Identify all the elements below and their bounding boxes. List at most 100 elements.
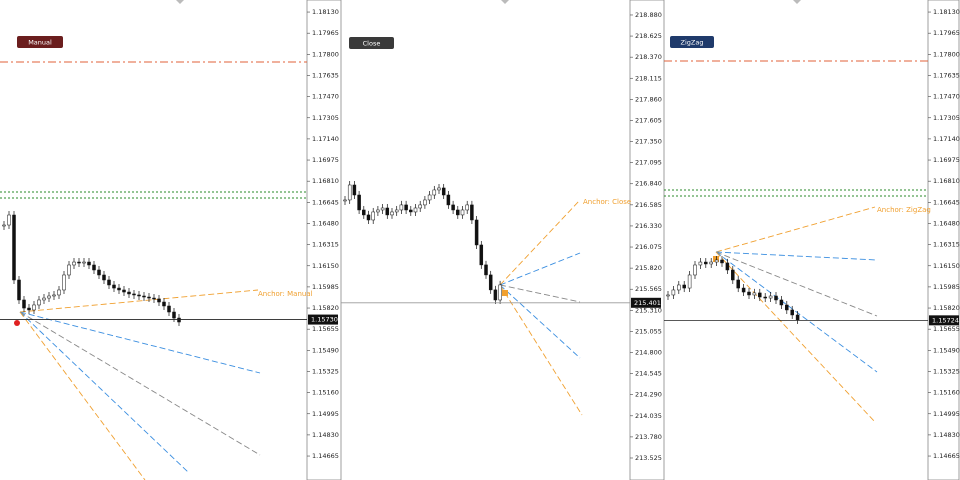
candle [465, 204, 469, 211]
candle [413, 207, 418, 213]
candle [92, 264, 96, 271]
candle [97, 269, 101, 276]
y-tick-label: 214.290 [635, 391, 662, 399]
y-tick-label: 218.880 [635, 11, 662, 19]
y-tick-label: 1.16150 [933, 262, 960, 270]
y-tick-label: 218.625 [635, 32, 662, 40]
candle [162, 301, 166, 307]
y-tick-label: 213.780 [635, 433, 662, 441]
y-tick-label: 216.330 [635, 222, 662, 230]
candle [698, 261, 703, 266]
price-label: 1.15724 [932, 316, 959, 324]
y-tick-label: 1.17140 [312, 135, 339, 143]
price-label-box [308, 314, 338, 325]
candle [399, 204, 404, 211]
price-label-box [631, 297, 661, 308]
candle [682, 284, 686, 289]
y-tick-label: 1.18130 [933, 8, 960, 16]
candle [493, 289, 498, 301]
y-tick-label: 1.15985 [933, 283, 960, 291]
y-tick-label: 1.15490 [312, 346, 339, 354]
y-tick-label: 1.15655 [933, 325, 960, 333]
mode-button[interactable] [349, 37, 394, 49]
y-tick-label: 1.15985 [312, 283, 339, 291]
axis-strip [629, 0, 665, 480]
candle [137, 294, 141, 297]
anchor-label: Anchor: Close [583, 198, 631, 206]
y-tick-label: 215.565 [635, 285, 662, 293]
fan [19, 199, 878, 480]
y-tick-label: 1.14995 [312, 410, 339, 418]
y-tick-label: 1.16315 [933, 241, 960, 249]
candle [747, 291, 751, 296]
candle [77, 261, 81, 264]
candle [362, 209, 366, 216]
y-tick-label: 213.525 [635, 454, 662, 462]
y-tick-label: 1.16315 [312, 241, 339, 249]
candle [157, 298, 161, 303]
y-tick-label: 215.820 [635, 264, 662, 272]
candle [152, 297, 156, 300]
y-tick-label: 1.18130 [312, 8, 339, 16]
candle [394, 209, 399, 213]
candle [479, 244, 484, 266]
candle [758, 292, 762, 298]
mode-button-label: Close [363, 40, 381, 48]
candle [441, 187, 446, 196]
candle [432, 189, 437, 196]
candle [498, 284, 502, 301]
candle [714, 259, 719, 263]
y-tick-label: 1.17470 [312, 93, 339, 101]
price-label: 215.401 [634, 299, 661, 307]
candle [357, 194, 361, 211]
y-tick-label: 1.16810 [312, 177, 339, 185]
candle [456, 209, 460, 216]
y-tick-label: 1.16150 [312, 262, 339, 270]
candle [446, 194, 451, 206]
candle [343, 199, 347, 202]
y-tick-label: 1.16975 [312, 156, 339, 164]
candle [763, 296, 767, 299]
price-label: 1.15730 [311, 316, 338, 324]
candle [147, 296, 151, 299]
candle [380, 207, 385, 211]
anchor-label: Anchor: Manual [258, 290, 313, 298]
y-tick-label: 214.800 [635, 349, 662, 357]
candle [177, 317, 181, 323]
y-tick-label: 1.16480 [312, 219, 339, 227]
mode-button[interactable] [670, 36, 714, 48]
candle [704, 261, 708, 265]
y-tick-label: 1.16645 [933, 198, 960, 206]
candle [17, 279, 21, 301]
candle [693, 264, 697, 276]
candle [352, 184, 357, 196]
candle [418, 204, 422, 209]
candle [671, 289, 676, 296]
candle [47, 295, 51, 299]
y-tick-label: 1.15820 [312, 304, 339, 312]
mode-button[interactable] [17, 36, 63, 48]
candle [132, 293, 136, 296]
y-tick-label: 1.15820 [933, 304, 960, 312]
candle [102, 274, 106, 281]
candle [390, 211, 394, 216]
y-tick-label: 217.350 [635, 138, 662, 146]
candle [12, 214, 16, 281]
candle [32, 304, 36, 311]
y-tick-label: 1.14665 [312, 452, 339, 460]
candle [768, 295, 773, 299]
candle [470, 204, 474, 221]
candle [117, 287, 121, 291]
y-tick-label: 1.14830 [933, 431, 960, 439]
candle [366, 214, 371, 221]
mode-button-label: Manual [28, 39, 52, 47]
y-tick-label: 1.17305 [933, 114, 960, 122]
candle [409, 209, 413, 213]
price-label-box [929, 315, 959, 326]
y-tick-label: 1.15490 [933, 346, 960, 354]
y-tick-label: 216.075 [635, 243, 662, 251]
y-tick-label: 217.095 [635, 159, 662, 167]
candle [423, 199, 427, 206]
candle [488, 274, 493, 291]
